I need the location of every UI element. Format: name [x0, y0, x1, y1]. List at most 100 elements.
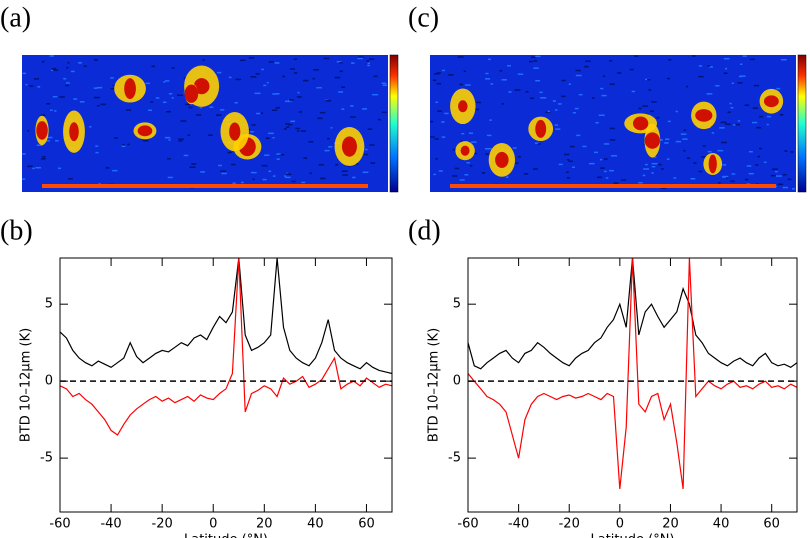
noise-speck [782, 173, 787, 176]
noise-speck [629, 68, 634, 71]
noise-speck [732, 124, 736, 126]
noise-speck [155, 97, 160, 99]
cloud-core [229, 122, 241, 141]
x-tick-label: 0 [616, 517, 624, 532]
noise-speck [644, 163, 648, 166]
noise-speck [95, 151, 99, 154]
noise-speck [300, 130, 307, 132]
x-tick-label: 40 [307, 517, 324, 532]
noise-speck [188, 106, 193, 109]
noise-speck [290, 68, 295, 70]
noise-speck [367, 62, 370, 65]
noise-speck [100, 103, 106, 106]
noise-speck [284, 175, 287, 177]
noise-speck [264, 154, 270, 156]
noise-speck [341, 108, 345, 110]
x-axis-label: Latitude (°N) [590, 533, 674, 538]
noise-speck [666, 158, 670, 160]
noise-speck [575, 74, 582, 77]
noise-speck [381, 111, 387, 114]
noise-speck [742, 55, 747, 57]
noise-speck [770, 174, 776, 177]
noise-speck [506, 65, 511, 67]
noise-speck [362, 171, 369, 174]
noise-speck [290, 120, 296, 123]
noise-speck [235, 78, 242, 81]
noise-speck [609, 127, 615, 130]
noise-speck [574, 107, 579, 110]
noise-speck [46, 140, 50, 142]
noise-speck [441, 136, 446, 138]
noise-speck [268, 61, 274, 63]
noise-speck [435, 158, 438, 160]
noise-speck [535, 79, 541, 82]
noise-speck [534, 142, 540, 144]
noise-speck [609, 139, 616, 141]
cloud-core [460, 145, 470, 156]
noise-speck [289, 99, 294, 101]
noise-speck [96, 86, 103, 89]
noise-speck [442, 69, 445, 72]
noise-speck [599, 158, 602, 161]
noise-speck [568, 83, 572, 85]
y-axis-label: BTD 10–12μm (K) [19, 328, 34, 442]
noise-speck [293, 58, 298, 60]
noise-speck [180, 120, 187, 122]
noise-speck [189, 166, 196, 169]
noise-speck [437, 110, 442, 112]
noise-speck [27, 165, 33, 168]
noise-speck [575, 69, 581, 72]
noise-speck [729, 102, 732, 105]
noise-speck [566, 171, 569, 174]
x-tick-label: 20 [662, 517, 679, 532]
noise-speck [554, 124, 558, 126]
noise-speck [276, 153, 281, 155]
noise-speck [328, 146, 333, 148]
noise-speck [339, 61, 343, 64]
noise-speck [528, 60, 533, 63]
noise-speck [459, 179, 465, 181]
noise-speck [232, 182, 236, 184]
noise-speck [370, 162, 376, 164]
x-tick-label: 60 [358, 517, 375, 532]
noise-speck [651, 101, 657, 103]
noise-speck [83, 65, 87, 67]
noise-speck [32, 167, 35, 170]
noise-speck [433, 73, 440, 75]
noise-speck [563, 153, 570, 156]
cloud-core [695, 109, 713, 122]
noise-speck [312, 77, 315, 80]
noise-speck [466, 161, 470, 164]
noise-speck [334, 76, 341, 79]
noise-speck [285, 173, 292, 176]
noise-speck [706, 93, 713, 95]
noise-speck [178, 138, 184, 140]
noise-speck [250, 171, 257, 174]
noise-speck [777, 183, 784, 186]
cloud-core [763, 95, 779, 108]
noise-speck [325, 100, 332, 102]
noise-speck [471, 141, 477, 143]
cloud-core [708, 154, 717, 174]
noise-speck [787, 178, 792, 181]
noise-speck [317, 117, 323, 120]
noise-speck [150, 101, 154, 103]
data-line [60, 258, 392, 436]
noise-speck [366, 60, 370, 62]
noise-speck [285, 172, 289, 175]
plot-frame [467, 257, 798, 513]
noise-speck [595, 121, 599, 124]
noise-speck [52, 96, 58, 98]
noise-speck [737, 120, 741, 122]
noise-speck [460, 140, 465, 143]
noise-speck [730, 106, 734, 109]
noise-speck [567, 159, 570, 161]
noise-speck [531, 56, 537, 59]
noise-speck [261, 164, 268, 167]
noise-speck [484, 148, 491, 150]
noise-speck [381, 82, 387, 85]
noise-speck [168, 139, 171, 141]
noise-speck [324, 149, 330, 152]
noise-speck [664, 142, 669, 144]
noise-speck [168, 93, 173, 95]
